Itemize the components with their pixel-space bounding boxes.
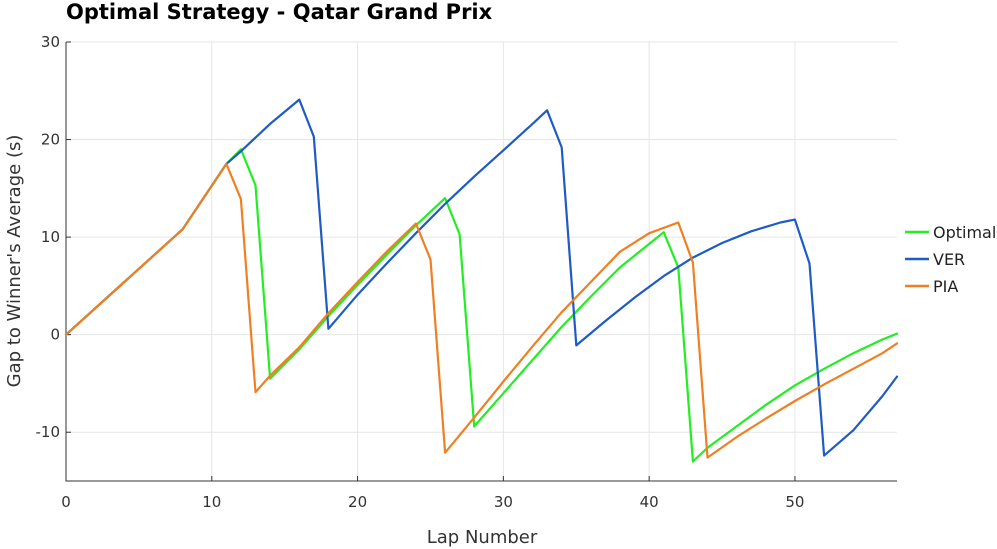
- x-axis-label: Lap Number: [427, 527, 538, 548]
- x-tick-label: 20: [348, 493, 367, 511]
- legend-label-pia: PIA: [933, 277, 958, 296]
- y-tick-label: -10: [36, 423, 61, 441]
- legend-label-ver: VER: [933, 250, 965, 269]
- x-tick-label: 40: [640, 493, 659, 511]
- x-tick-label: 50: [785, 493, 804, 511]
- series-line-ver: [64, 98, 899, 457]
- legend: Optimal VER PIA: [905, 223, 996, 296]
- y-tick-label: 30: [41, 33, 60, 51]
- y-tick-label: 0: [50, 326, 60, 344]
- grid: [65, 41, 897, 481]
- x-tick-label: 0: [61, 493, 71, 511]
- y-axis-label: Gap to Winner's Average (s): [4, 135, 25, 388]
- tick-labels: 0 10 20 30 40 50 -10 0 10 20 30: [36, 33, 805, 511]
- x-tick-label: 30: [494, 493, 513, 511]
- x-tick-label: 10: [202, 493, 221, 511]
- plot-area: [64, 98, 899, 463]
- axes: [65, 41, 897, 482]
- chart-title: Optimal Strategy - Qatar Grand Prix: [66, 0, 493, 24]
- y-tick-label: 10: [41, 228, 60, 246]
- y-tick-label: 20: [41, 131, 60, 149]
- series-line-pia: [64, 162, 899, 459]
- legend-label-optimal: Optimal: [933, 223, 996, 242]
- series-line-optimal: [64, 148, 899, 463]
